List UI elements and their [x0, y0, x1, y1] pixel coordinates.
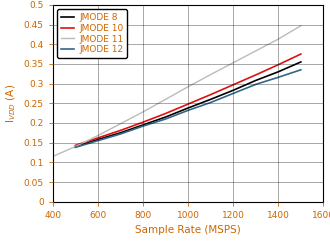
- Y-axis label: I$_{VDD}$ (A): I$_{VDD}$ (A): [5, 84, 18, 123]
- JMODE 11: [118, 122, 122, 125]
- JMODE 8: [118, 131, 122, 134]
- JMODE 8: [254, 79, 258, 82]
- JMODE 12: [96, 139, 100, 142]
- Line: JMODE 11: JMODE 11: [53, 26, 301, 156]
- JMODE 10: [254, 73, 258, 76]
- JMODE 8: [186, 106, 190, 109]
- JMODE 12: [254, 83, 258, 86]
- Line: JMODE 10: JMODE 10: [75, 54, 301, 145]
- JMODE 11: [254, 50, 258, 52]
- JMODE 12: [231, 92, 235, 95]
- Line: JMODE 12: JMODE 12: [75, 70, 301, 147]
- JMODE 10: [276, 63, 280, 66]
- JMODE 11: [164, 98, 168, 101]
- JMODE 10: [96, 137, 100, 139]
- JMODE 10: [73, 144, 77, 147]
- JMODE 11: [51, 155, 55, 158]
- Legend: JMODE 8, JMODE 10, JMODE 11, JMODE 12: JMODE 8, JMODE 10, JMODE 11, JMODE 12: [57, 9, 127, 58]
- JMODE 12: [164, 118, 168, 121]
- JMODE 11: [231, 61, 235, 64]
- JMODE 11: [141, 111, 145, 113]
- JMODE 11: [209, 73, 213, 76]
- JMODE 10: [164, 112, 168, 115]
- Line: JMODE 8: JMODE 8: [75, 62, 301, 147]
- JMODE 10: [186, 103, 190, 105]
- JMODE 10: [141, 121, 145, 124]
- JMODE 8: [209, 98, 213, 101]
- JMODE 11: [186, 85, 190, 88]
- JMODE 12: [186, 109, 190, 112]
- JMODE 12: [73, 146, 77, 149]
- JMODE 12: [209, 101, 213, 104]
- JMODE 8: [73, 145, 77, 148]
- JMODE 10: [118, 129, 122, 132]
- JMODE 11: [276, 38, 280, 41]
- JMODE 8: [231, 89, 235, 92]
- JMODE 12: [299, 68, 303, 71]
- JMODE 12: [141, 125, 145, 128]
- JMODE 12: [118, 132, 122, 135]
- JMODE 12: [276, 76, 280, 79]
- JMODE 10: [231, 83, 235, 86]
- JMODE 11: [96, 134, 100, 137]
- JMODE 10: [209, 93, 213, 96]
- X-axis label: Sample Rate (MSPS): Sample Rate (MSPS): [135, 225, 241, 235]
- JMODE 8: [299, 61, 303, 63]
- JMODE 8: [164, 116, 168, 119]
- JMODE 8: [96, 138, 100, 141]
- JMODE 11: [73, 145, 77, 148]
- JMODE 8: [141, 123, 145, 126]
- JMODE 11: [299, 24, 303, 27]
- JMODE 10: [299, 53, 303, 56]
- JMODE 8: [276, 70, 280, 73]
